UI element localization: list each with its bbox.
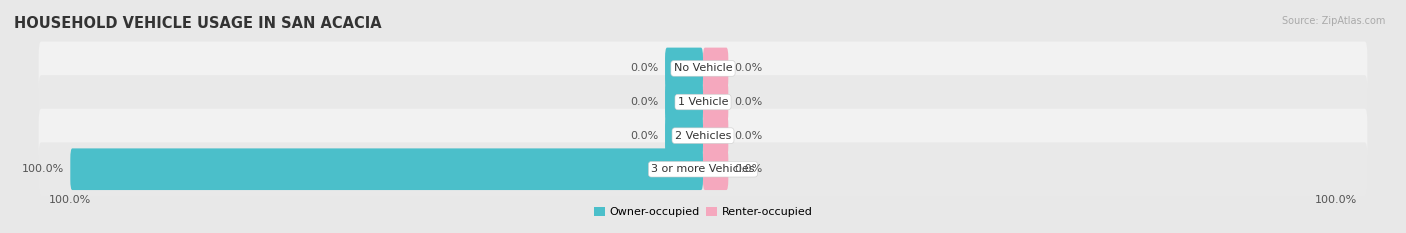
FancyBboxPatch shape bbox=[703, 48, 728, 89]
Text: No Vehicle: No Vehicle bbox=[673, 63, 733, 73]
FancyBboxPatch shape bbox=[703, 115, 728, 156]
Legend: Owner-occupied, Renter-occupied: Owner-occupied, Renter-occupied bbox=[593, 207, 813, 217]
FancyBboxPatch shape bbox=[38, 142, 1367, 196]
FancyBboxPatch shape bbox=[38, 109, 1367, 162]
Text: 2 Vehicles: 2 Vehicles bbox=[675, 131, 731, 141]
Text: 3 or more Vehicles: 3 or more Vehicles bbox=[651, 164, 755, 174]
Text: 0.0%: 0.0% bbox=[630, 97, 658, 107]
Text: 0.0%: 0.0% bbox=[630, 131, 658, 141]
FancyBboxPatch shape bbox=[703, 81, 728, 123]
FancyBboxPatch shape bbox=[665, 48, 703, 89]
Text: HOUSEHOLD VEHICLE USAGE IN SAN ACACIA: HOUSEHOLD VEHICLE USAGE IN SAN ACACIA bbox=[14, 16, 381, 31]
FancyBboxPatch shape bbox=[38, 75, 1367, 129]
Text: 0.0%: 0.0% bbox=[734, 97, 763, 107]
FancyBboxPatch shape bbox=[38, 41, 1367, 95]
Text: 0.0%: 0.0% bbox=[734, 131, 763, 141]
FancyBboxPatch shape bbox=[703, 148, 728, 190]
Text: 1 Vehicle: 1 Vehicle bbox=[678, 97, 728, 107]
Text: 0.0%: 0.0% bbox=[630, 63, 658, 73]
Text: Source: ZipAtlas.com: Source: ZipAtlas.com bbox=[1281, 16, 1385, 26]
FancyBboxPatch shape bbox=[665, 115, 703, 156]
Text: 0.0%: 0.0% bbox=[734, 63, 763, 73]
Text: 100.0%: 100.0% bbox=[21, 164, 63, 174]
FancyBboxPatch shape bbox=[70, 148, 703, 190]
FancyBboxPatch shape bbox=[665, 81, 703, 123]
Text: 0.0%: 0.0% bbox=[734, 164, 763, 174]
